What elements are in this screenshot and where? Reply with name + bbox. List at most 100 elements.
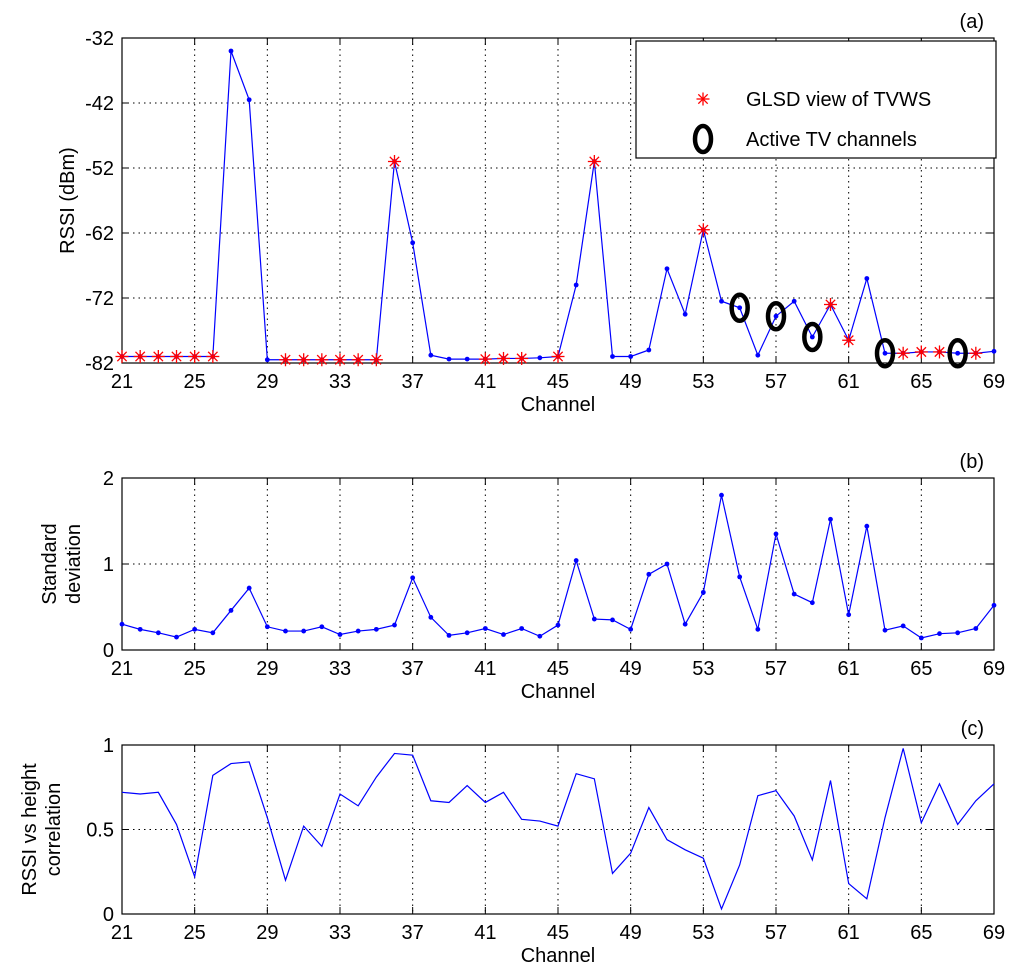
data-point — [864, 276, 870, 281]
star-stroke — [516, 353, 527, 364]
legend: GLSD view of TVWS Active TV channels — [635, 40, 997, 159]
chart-panel-c: 21 25 29 33 37 41 45 49 53 57 61 65 69 0 0.5 1 Channel RS… — [19, 718, 1005, 967]
x-tick-label: 57 — [765, 658, 787, 680]
x-tick-label: 25 — [184, 922, 206, 944]
data-point — [119, 621, 125, 627]
star-marker — [478, 352, 492, 366]
x-tick-label: 61 — [838, 922, 860, 944]
data-point — [410, 240, 416, 246]
star-stroke — [353, 354, 364, 365]
y-axis-label: RSSI vs height correlation — [19, 763, 65, 896]
star-marker — [933, 345, 946, 359]
data-point — [373, 626, 379, 632]
data-point — [174, 634, 179, 640]
data-point — [355, 628, 361, 634]
x-axis-label: Channel — [521, 394, 596, 416]
data-point — [264, 624, 270, 630]
y-tick-label: -42 — [85, 93, 114, 115]
star-stroke — [153, 351, 164, 362]
data-point — [700, 589, 706, 595]
data-point — [900, 623, 906, 629]
data-point — [446, 632, 452, 638]
y-tick-label: 0.5 — [86, 820, 114, 842]
ellipse-marker — [729, 292, 750, 323]
star-stroke — [135, 351, 146, 362]
x-tick-label: 45 — [547, 658, 569, 680]
data-point — [755, 626, 761, 632]
chart-panel-a: 21 25 29 33 37 41 45 49 53 57 61 65 69 -32 -42 -52 -62 -7… — [57, 11, 1005, 416]
x-tick-label: 69 — [983, 658, 1005, 680]
x-tick-label: 21 — [111, 922, 133, 944]
ellipse-marker — [947, 338, 968, 369]
data-point — [155, 630, 161, 636]
star-marker — [824, 298, 837, 311]
legend-label: Active TV channels — [746, 129, 917, 151]
star-marker — [515, 351, 529, 365]
data-point — [283, 628, 288, 634]
data-point — [664, 561, 670, 567]
star-stroke — [389, 156, 400, 167]
star-marker — [551, 350, 565, 363]
data-point — [846, 612, 852, 618]
x-tick-label: 65 — [910, 371, 932, 393]
data-point — [610, 617, 615, 623]
star-marker — [115, 350, 129, 363]
data-point — [918, 635, 924, 641]
star-marker — [842, 333, 856, 347]
x-axis-label: Channel — [521, 681, 596, 703]
star-marker — [151, 350, 165, 363]
star-stroke — [498, 353, 509, 364]
series-rssi-0 — [119, 492, 997, 641]
data-point — [882, 627, 888, 633]
legend-label: GLSD view of TVWS — [746, 89, 931, 111]
star-marker — [333, 353, 347, 367]
data-point — [137, 626, 143, 632]
series-glsd-view-of-tvws — [115, 155, 983, 367]
x-tick-label: 37 — [402, 658, 424, 680]
data-point — [991, 602, 997, 608]
star-stroke — [480, 353, 491, 365]
data-point — [755, 352, 761, 358]
data-point — [464, 630, 470, 636]
data-point — [719, 492, 724, 498]
data-point — [446, 356, 452, 362]
data-point — [428, 614, 434, 620]
x-tick-label: 45 — [547, 371, 569, 393]
series-rssi-0 — [121, 748, 995, 911]
y-tick-label: -72 — [85, 288, 114, 310]
data-point — [737, 574, 743, 580]
x-tick-label: 25 — [184, 371, 206, 393]
y-tick-label: 0 — [103, 904, 114, 926]
data-point — [973, 626, 979, 631]
data-point — [501, 632, 506, 637]
star-stroke — [698, 224, 709, 235]
series-line — [121, 748, 995, 911]
x-tick-label: 37 — [402, 371, 424, 393]
data-point — [464, 356, 470, 362]
star-stroke — [970, 348, 981, 359]
data-point — [337, 632, 343, 637]
data-point — [773, 531, 779, 537]
x-tick-label: 49 — [620, 371, 642, 393]
star-stroke — [934, 346, 945, 358]
y-tick-label: 2 — [103, 468, 114, 490]
data-point — [246, 97, 252, 103]
legend-ellipse-icon — [692, 123, 714, 155]
y-tick-label: -82 — [85, 353, 114, 375]
data-point — [809, 334, 815, 340]
star-marker — [587, 155, 601, 168]
data-point — [864, 523, 870, 529]
star-stroke — [371, 354, 382, 365]
x-tick-label: 29 — [256, 922, 278, 944]
star-stroke — [552, 351, 564, 362]
data-point — [628, 626, 634, 632]
star-marker — [969, 346, 983, 360]
legend-star-icon — [697, 93, 709, 105]
data-point — [428, 352, 434, 358]
data-point — [610, 354, 615, 359]
data-point — [228, 48, 234, 54]
y-tick-label: -62 — [85, 223, 114, 245]
data-point — [555, 622, 561, 628]
data-point — [628, 354, 634, 359]
